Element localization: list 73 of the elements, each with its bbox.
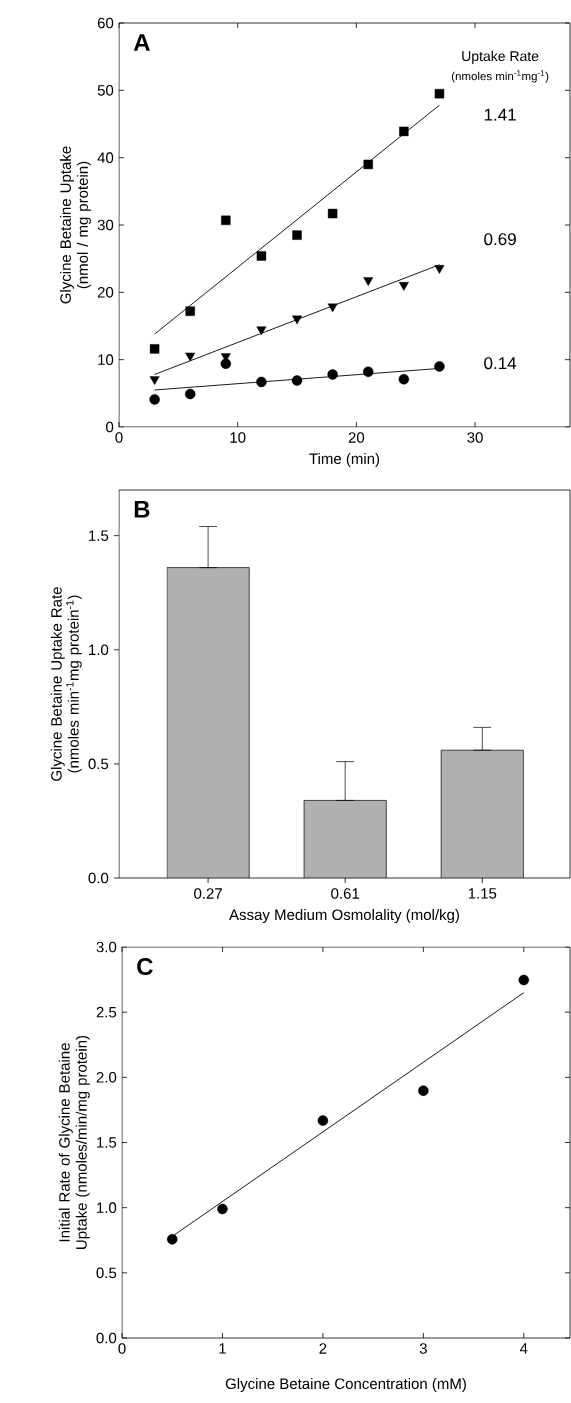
x-tick-label: 1.15 <box>468 888 497 899</box>
x-tick-label: 3 <box>419 1343 427 1354</box>
chart-title: A <box>133 34 150 51</box>
annotation: Uptake Rate <box>462 50 539 64</box>
annotation: (nmoles min$^{-1}$mg$^{-1}$) <box>451 70 549 83</box>
point <box>292 230 302 240</box>
y-tick-label: 0.5 <box>96 1267 117 1279</box>
point <box>327 303 338 313</box>
x-tick-label: 0.61 <box>331 888 360 899</box>
point <box>398 374 410 385</box>
point <box>363 159 373 170</box>
y-tick-label: 2.0 <box>96 1072 117 1083</box>
y-tick-label: 1.0 <box>97 1202 117 1213</box>
point <box>167 1234 178 1245</box>
y-tick-label: 10 <box>98 354 114 365</box>
y-tick-label: 0 <box>106 421 114 433</box>
point <box>434 361 445 372</box>
annotation: 0.14 <box>484 357 517 370</box>
x-axis-title: Glycine Betaine Concentration (mM) <box>225 1378 466 1393</box>
x-tick-label: 10 <box>230 432 246 443</box>
point <box>185 388 196 400</box>
point <box>327 369 338 380</box>
point <box>363 277 374 286</box>
y-axis-title: Glycine Betaine Uptake (nmol / mg protein) <box>59 146 91 304</box>
x-tick-label: 20 <box>348 432 365 443</box>
chart-title: C <box>137 958 153 976</box>
x-axis-title: Assay Medium Osmolality (mol/kg) <box>229 909 459 924</box>
point <box>317 1115 329 1126</box>
y-tick-label: 30 <box>97 219 114 231</box>
point <box>256 376 267 388</box>
annotation: 1.41 <box>484 108 516 121</box>
point <box>149 394 160 405</box>
y-tick-label: 1.5 <box>97 1137 117 1148</box>
y-tick-label: 0.5 <box>88 758 109 770</box>
point <box>256 326 267 336</box>
point <box>149 344 160 354</box>
point <box>292 315 302 325</box>
x-tick-label: 0 <box>118 1343 126 1354</box>
point <box>327 208 338 219</box>
point <box>398 281 409 291</box>
x-tick-label: 0.27 <box>194 888 222 899</box>
point <box>418 1085 429 1096</box>
point <box>217 1203 228 1215</box>
point <box>185 352 196 362</box>
y-tick-label: 0.0 <box>96 1332 117 1344</box>
y-tick-label: 0.0 <box>88 872 109 884</box>
x-tick-label: 30 <box>467 432 483 443</box>
point <box>518 974 529 986</box>
point <box>363 366 374 377</box>
point <box>220 358 232 369</box>
y-tick-label: 1.0 <box>89 644 109 656</box>
point <box>291 375 303 386</box>
point <box>185 306 195 316</box>
y-tick-label: 20 <box>97 287 114 298</box>
x-tick-label: 1 <box>219 1343 226 1354</box>
point <box>399 126 409 137</box>
y-tick-label: 50 <box>97 85 114 96</box>
point <box>256 251 267 261</box>
y-tick-label: 60 <box>97 17 114 29</box>
y-tick-label: 40 <box>97 152 114 163</box>
y-tick-label: 2.5 <box>96 1006 117 1018</box>
annotation: 0.69 <box>484 233 516 246</box>
y-tick-label: 1.5 <box>89 530 109 541</box>
chart-title: B <box>134 501 150 518</box>
y-tick-label: 3.0 <box>96 941 117 953</box>
y-axis-title: Initial Rate of Glycine Betaine Uptake (nmoles/min/mg protein) <box>58 1035 90 1249</box>
point <box>434 89 445 99</box>
x-tick-label: 2 <box>319 1343 327 1354</box>
point <box>221 215 231 225</box>
point <box>434 265 445 274</box>
point <box>149 376 160 385</box>
x-tick-label: 4 <box>519 1343 528 1354</box>
x-axis-title: Time (min) <box>309 453 380 467</box>
